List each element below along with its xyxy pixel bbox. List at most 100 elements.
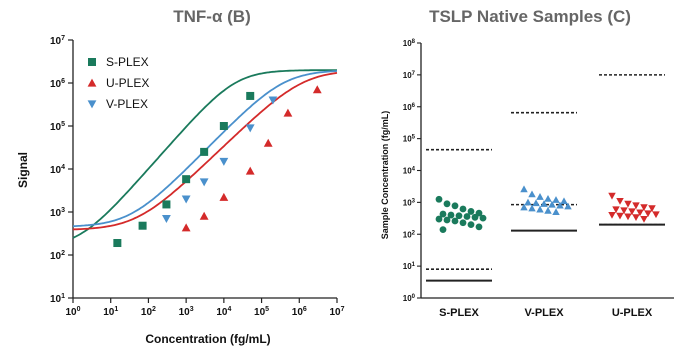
data-point	[552, 208, 560, 216]
data-point	[219, 192, 229, 201]
category-label: S-PLEX	[439, 307, 479, 319]
data-point	[644, 210, 652, 218]
data-point	[624, 200, 632, 208]
data-point	[200, 147, 209, 156]
data-point	[219, 122, 228, 130]
data-point	[544, 206, 552, 214]
data-point	[283, 108, 293, 117]
data-point	[520, 203, 528, 211]
data-point	[199, 178, 209, 187]
data-point	[640, 215, 648, 223]
x-tick-label: 105	[254, 306, 269, 318]
data-point	[608, 192, 616, 200]
data-point	[245, 124, 255, 133]
plot-area: 100 101 102 103 104 105 106 1071011021031041051…	[50, 35, 345, 318]
data-point	[181, 223, 191, 232]
y-tick-label: 104	[50, 164, 65, 176]
x-tick-label: 100	[65, 306, 80, 318]
data-point	[560, 197, 568, 205]
legend-marker	[87, 100, 97, 109]
data-point	[632, 202, 640, 210]
data-point	[528, 204, 536, 212]
series-line	[72, 69, 337, 239]
data-point	[648, 205, 656, 213]
x-tick-label: 104	[216, 306, 231, 318]
data-point	[459, 205, 467, 213]
data-point	[447, 211, 455, 219]
data-point	[540, 200, 548, 207]
data-point	[459, 219, 467, 227]
y-tick-label: 107	[50, 35, 65, 47]
plot-area: 100 101 102 103 104 105 106 107 108 S-PLEX V-PLEX U…	[403, 39, 674, 319]
data-point	[632, 214, 640, 222]
x-tick-label: 107	[329, 306, 344, 318]
data-point	[652, 211, 660, 219]
data-point	[536, 205, 544, 213]
y-tick-label: 103	[403, 198, 416, 207]
y-tick-label: 104	[403, 167, 416, 176]
data-point	[467, 221, 475, 229]
data-point	[616, 197, 624, 205]
data-point	[113, 239, 122, 248]
data-point	[268, 96, 278, 105]
data-point	[532, 199, 540, 207]
y-tick-label: 102	[50, 250, 65, 262]
chart-title: TSLP Native Samples (C)	[429, 7, 631, 26]
y-axis-label: Sample Concentration (fg/mL)	[380, 111, 390, 240]
data-point	[463, 213, 471, 220]
data-point	[312, 85, 322, 94]
data-point	[544, 195, 552, 202]
data-point	[608, 211, 616, 219]
legend-marker	[88, 58, 96, 66]
data-point	[528, 190, 536, 198]
data-point	[219, 157, 229, 166]
legend-marker	[87, 78, 97, 87]
data-point	[536, 193, 544, 200]
data-point	[162, 215, 171, 224]
data-point	[524, 198, 532, 206]
tnf-alpha-chart: TNF-α (B) 100 101 102 103 104 105 106 107101102…	[16, 7, 345, 346]
data-point	[640, 204, 648, 212]
data-point	[439, 210, 447, 218]
data-point	[439, 226, 447, 233]
data-point	[520, 185, 528, 193]
data-point	[245, 166, 255, 175]
data-point	[263, 138, 273, 147]
y-tick-label: 107	[403, 71, 416, 80]
data-point	[138, 221, 147, 230]
data-point	[451, 217, 459, 225]
legend-label: V-PLEX	[106, 97, 148, 111]
data-point	[199, 211, 209, 220]
data-point	[636, 209, 644, 217]
data-point	[435, 215, 443, 223]
data-point	[451, 202, 459, 210]
chart-title: TNF-α (B)	[173, 7, 250, 26]
x-axis-label: Concentration (fg/mL)	[145, 332, 270, 346]
x-tick-label: 102	[141, 306, 156, 318]
data-point	[628, 208, 636, 216]
y-tick-label: 101	[50, 293, 65, 305]
data-point	[246, 91, 255, 100]
data-point	[443, 200, 451, 208]
data-point	[181, 195, 191, 204]
y-axis-label: Signal	[16, 152, 30, 188]
data-point	[467, 208, 475, 215]
tslp-native-samples-chart: TSLP Native Samples (C) 100 101 102 103 104 1…	[380, 7, 674, 319]
data-point	[435, 195, 443, 203]
y-tick-label: 101	[403, 262, 416, 271]
category-label: V-PLEX	[524, 307, 564, 319]
data-point	[443, 216, 451, 224]
x-tick-label: 103	[179, 306, 194, 318]
data-point	[612, 206, 620, 214]
y-tick-label: 108	[403, 39, 416, 48]
y-tick-label: 103	[50, 207, 65, 219]
y-tick-label: 102	[403, 230, 416, 239]
data-point	[552, 196, 560, 203]
data-point	[162, 200, 171, 209]
data-point	[479, 214, 487, 222]
data-point	[471, 213, 479, 221]
data-point	[182, 175, 191, 184]
data-point	[564, 202, 572, 210]
y-tick-label: 100	[403, 294, 416, 303]
